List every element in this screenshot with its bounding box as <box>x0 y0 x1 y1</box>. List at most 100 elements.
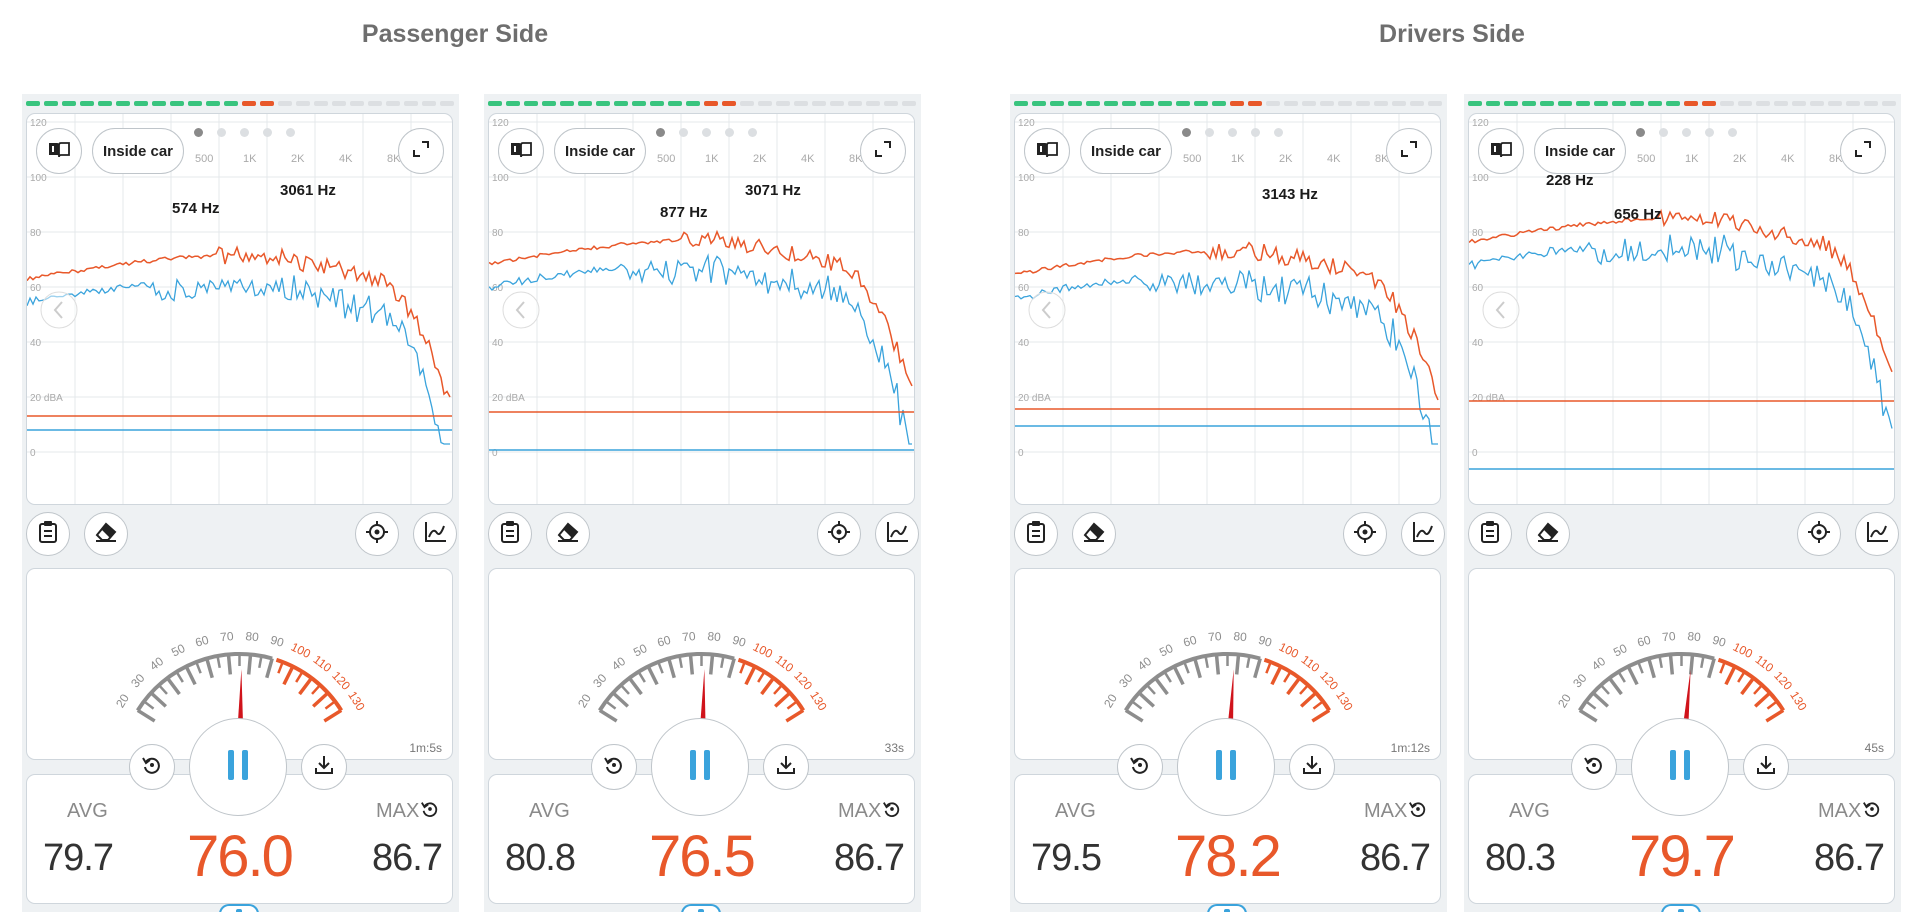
reset-button[interactable] <box>1116 744 1163 790</box>
book-button[interactable] <box>498 128 544 174</box>
drawer-handle[interactable] <box>218 904 259 912</box>
max-reset-icon[interactable] <box>1862 799 1882 824</box>
download-button[interactable] <box>1288 744 1335 790</box>
max-reset-icon[interactable] <box>420 799 440 824</box>
page-dot[interactable] <box>1228 128 1237 137</box>
db-tick-label: 100 <box>30 173 47 184</box>
page-dot[interactable] <box>1205 128 1214 137</box>
book-button[interactable] <box>1478 128 1524 174</box>
graph-button[interactable] <box>413 512 457 556</box>
reset-button[interactable] <box>1570 744 1617 790</box>
inside-car-button[interactable]: Inside car <box>1080 128 1172 174</box>
gauge-tick <box>1647 658 1656 679</box>
graph-icon <box>423 521 447 548</box>
expand-button[interactable] <box>398 128 444 174</box>
reset-button[interactable] <box>590 744 637 790</box>
page-dot[interactable] <box>1659 128 1668 137</box>
page-dot[interactable] <box>679 128 688 137</box>
page-dot[interactable] <box>1705 128 1714 137</box>
gauge-card: 20 30 40 50 60 70 80 90 100 110 120 130 33s <box>488 568 915 775</box>
gauge-tick <box>1234 654 1241 675</box>
gauge-tick <box>1253 658 1262 679</box>
book-button[interactable] <box>1024 128 1070 174</box>
gauge-tick-label: 60 <box>1636 633 1653 650</box>
download-button[interactable] <box>300 744 347 790</box>
page-dot[interactable] <box>1274 128 1283 137</box>
level-segment <box>812 101 826 106</box>
notes-button[interactable] <box>1014 512 1058 556</box>
db-tick-label: 100 <box>492 173 509 184</box>
notes-button[interactable] <box>1468 512 1512 556</box>
drawer-handle[interactable] <box>1206 904 1247 912</box>
expand-button[interactable] <box>860 128 906 174</box>
gauge-tick <box>1608 676 1623 696</box>
drawer-handle[interactable] <box>1660 904 1701 912</box>
avg-value: 79.7 <box>43 837 114 879</box>
inside-car-button[interactable]: Inside car <box>1534 128 1626 174</box>
clear-button[interactable] <box>1526 512 1570 556</box>
book-icon <box>510 140 532 163</box>
gauge-tick <box>1137 691 1156 708</box>
page-dot[interactable] <box>1182 128 1191 137</box>
page-dot[interactable] <box>748 128 757 137</box>
target-button[interactable] <box>355 512 399 556</box>
db-tick-label: 120 <box>1018 118 1035 129</box>
download-button[interactable] <box>762 744 809 790</box>
book-button[interactable] <box>36 128 82 174</box>
gauge-tick-label: 110 <box>311 652 335 675</box>
gauge-tick-label: 20 <box>575 691 594 710</box>
target-button[interactable] <box>817 512 861 556</box>
pause-button[interactable] <box>1630 718 1729 816</box>
pause-button[interactable] <box>1176 718 1275 816</box>
expand-button[interactable] <box>1840 128 1886 174</box>
target-icon <box>1353 520 1377 549</box>
page-dot[interactable] <box>1682 128 1691 137</box>
pause-button[interactable] <box>650 718 749 816</box>
notes-button[interactable] <box>26 512 70 556</box>
download-button[interactable] <box>1742 744 1789 790</box>
page-dot[interactable] <box>725 128 734 137</box>
expand-icon <box>1400 140 1418 163</box>
gauge-tick-label: 20 <box>113 691 132 710</box>
gauge-tick <box>598 708 618 723</box>
page-dot[interactable] <box>656 128 665 137</box>
graph-button[interactable] <box>875 512 919 556</box>
graph-button[interactable] <box>1855 512 1899 556</box>
clear-button[interactable] <box>84 512 128 556</box>
group-title-passenger: Passenger Side <box>361 20 549 48</box>
notes-button[interactable] <box>488 512 532 556</box>
drawer-handle[interactable] <box>680 904 721 912</box>
page-dot[interactable] <box>702 128 711 137</box>
gauge-tick <box>739 661 746 674</box>
page-dot[interactable] <box>194 128 203 137</box>
page-dot[interactable] <box>263 128 272 137</box>
page-dot[interactable] <box>240 128 249 137</box>
clear-button[interactable] <box>546 512 590 556</box>
inside-car-button[interactable]: Inside car <box>92 128 184 174</box>
target-button[interactable] <box>1343 512 1387 556</box>
page-dot[interactable] <box>286 128 295 137</box>
spectrum-trace-blue <box>488 253 912 445</box>
page-dot[interactable] <box>1728 128 1737 137</box>
page-dot[interactable] <box>217 128 226 137</box>
reset-button[interactable] <box>128 744 175 790</box>
level-segment <box>1122 101 1136 106</box>
pause-button[interactable] <box>188 718 287 816</box>
max-reset-icon[interactable] <box>882 799 902 824</box>
elapsed-time: 33s <box>884 741 904 755</box>
graph-button[interactable] <box>1401 512 1445 556</box>
freq-tick-label: 8K <box>1829 153 1843 165</box>
expand-button[interactable] <box>1386 128 1432 174</box>
max-reset-icon[interactable] <box>1408 799 1428 824</box>
pause-icon <box>1667 748 1693 787</box>
inside-car-button[interactable]: Inside car <box>554 128 646 174</box>
page-dot[interactable] <box>1251 128 1260 137</box>
max-value: 86.7 <box>372 837 443 879</box>
page-dot[interactable] <box>1636 128 1645 137</box>
clear-button[interactable] <box>1072 512 1116 556</box>
target-button[interactable] <box>1797 512 1841 556</box>
